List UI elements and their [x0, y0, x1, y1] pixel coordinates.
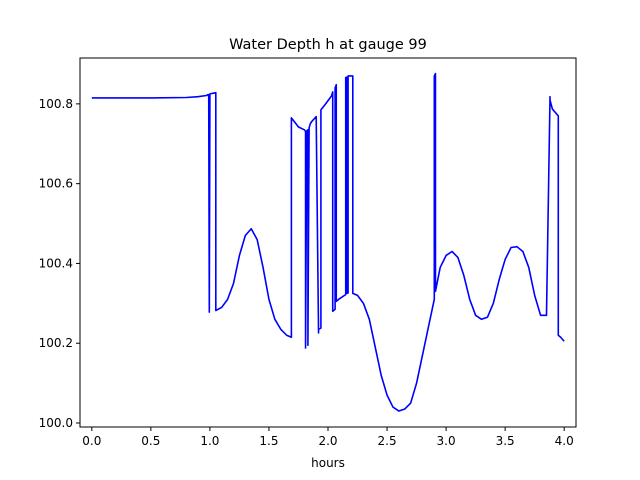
series-line-0 — [91, 72, 565, 412]
x-tick-label: 0.0 — [82, 434, 101, 448]
y-tick-label: 100.6 — [39, 177, 73, 191]
y-tick-label: 100.0 — [39, 416, 73, 430]
x-tick-label: 3.5 — [496, 434, 515, 448]
x-axis: 0.0 0.5 1.0 1.5 2.0 2.5 3.0 3.5 4.0 — [82, 427, 574, 448]
series-layer — [91, 72, 565, 412]
chart-title: Water Depth h at gauge 99 — [229, 37, 427, 53]
y-tick-label: 100.2 — [39, 336, 73, 350]
x-tick-label: 1.0 — [200, 434, 219, 448]
x-axis-label: hours — [311, 456, 345, 470]
y-tick-label: 100.8 — [39, 97, 73, 111]
y-tick-label: 100.4 — [39, 256, 73, 270]
x-tick-label: 2.5 — [378, 434, 397, 448]
x-tick-label: 3.0 — [437, 434, 456, 448]
x-tick-label: 4.0 — [555, 434, 574, 448]
x-tick-label: 2.0 — [318, 434, 337, 448]
x-tick-label: 0.5 — [141, 434, 160, 448]
y-axis: 100.0 100.2 100.4 100.6 100.8 — [39, 97, 80, 430]
x-tick-label: 1.5 — [259, 434, 278, 448]
